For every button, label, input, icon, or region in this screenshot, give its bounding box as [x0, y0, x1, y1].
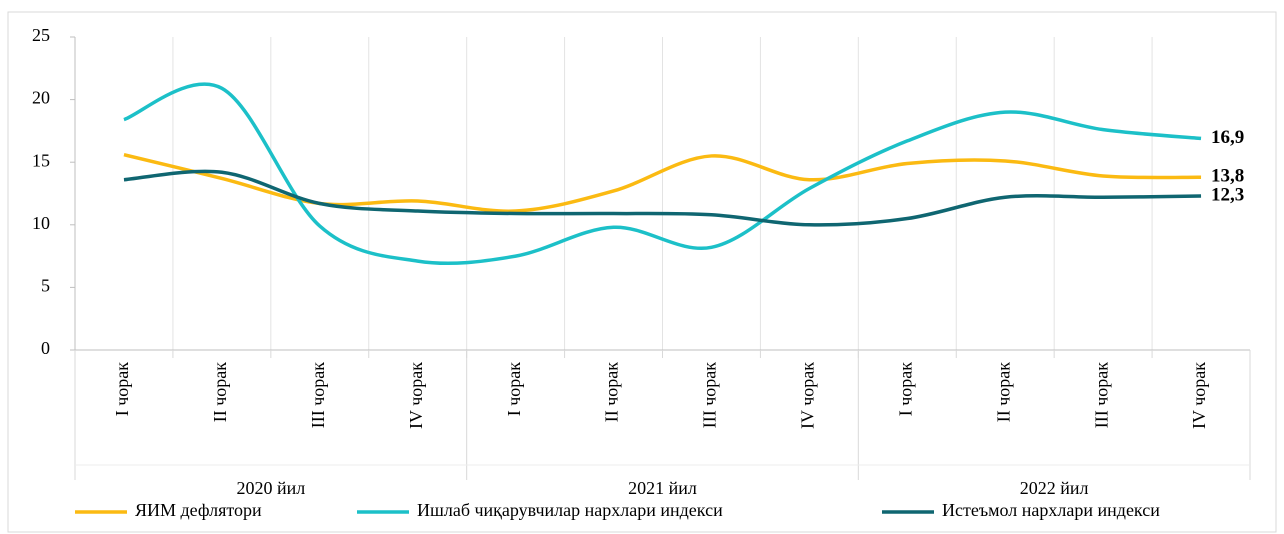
legend-label: Ишлаб чиқарувчилар нархлари индекси — [417, 500, 723, 520]
group-label: 2022 йил — [1020, 478, 1089, 498]
x-tick-label: III чорак — [700, 362, 720, 429]
y-tick-label: 15 — [32, 150, 50, 170]
x-tick-label: IV чорак — [798, 362, 818, 429]
y-tick-label: 10 — [32, 213, 50, 233]
value-label: 13,8 — [1211, 166, 1244, 187]
y-tick-label: 20 — [32, 88, 50, 108]
x-tick-label: I чорак — [112, 362, 132, 417]
legend-label: ЯИМ дефлятори — [135, 500, 262, 520]
chart-frame — [7, 11, 1277, 533]
value-label: 16,9 — [1211, 127, 1244, 148]
y-tick-label: 5 — [41, 276, 50, 296]
series-line — [123, 152, 1202, 213]
series-line — [123, 82, 1202, 266]
x-tick-label: III чорак — [1091, 362, 1111, 429]
group-label: 2021 йил — [628, 478, 697, 498]
group-label: 2020 йил — [236, 478, 305, 498]
x-tick-label: I чорак — [504, 362, 524, 417]
value-label: 12,3 — [1211, 184, 1244, 205]
x-tick-label: IV чорак — [406, 362, 426, 429]
series-line — [123, 169, 1202, 227]
x-tick-label: II чорак — [210, 362, 230, 423]
legend-label: Истеъмол нархлари индекси — [942, 500, 1160, 520]
y-tick-label: 0 — [41, 338, 50, 358]
y-tick-label: 25 — [32, 25, 50, 45]
x-tick-label: II чорак — [993, 362, 1013, 423]
x-tick-label: I чорак — [895, 362, 915, 417]
x-tick-label: IV чорак — [1189, 362, 1209, 429]
x-tick-label: II чорак — [602, 362, 622, 423]
x-tick-label: III чорак — [308, 362, 328, 429]
